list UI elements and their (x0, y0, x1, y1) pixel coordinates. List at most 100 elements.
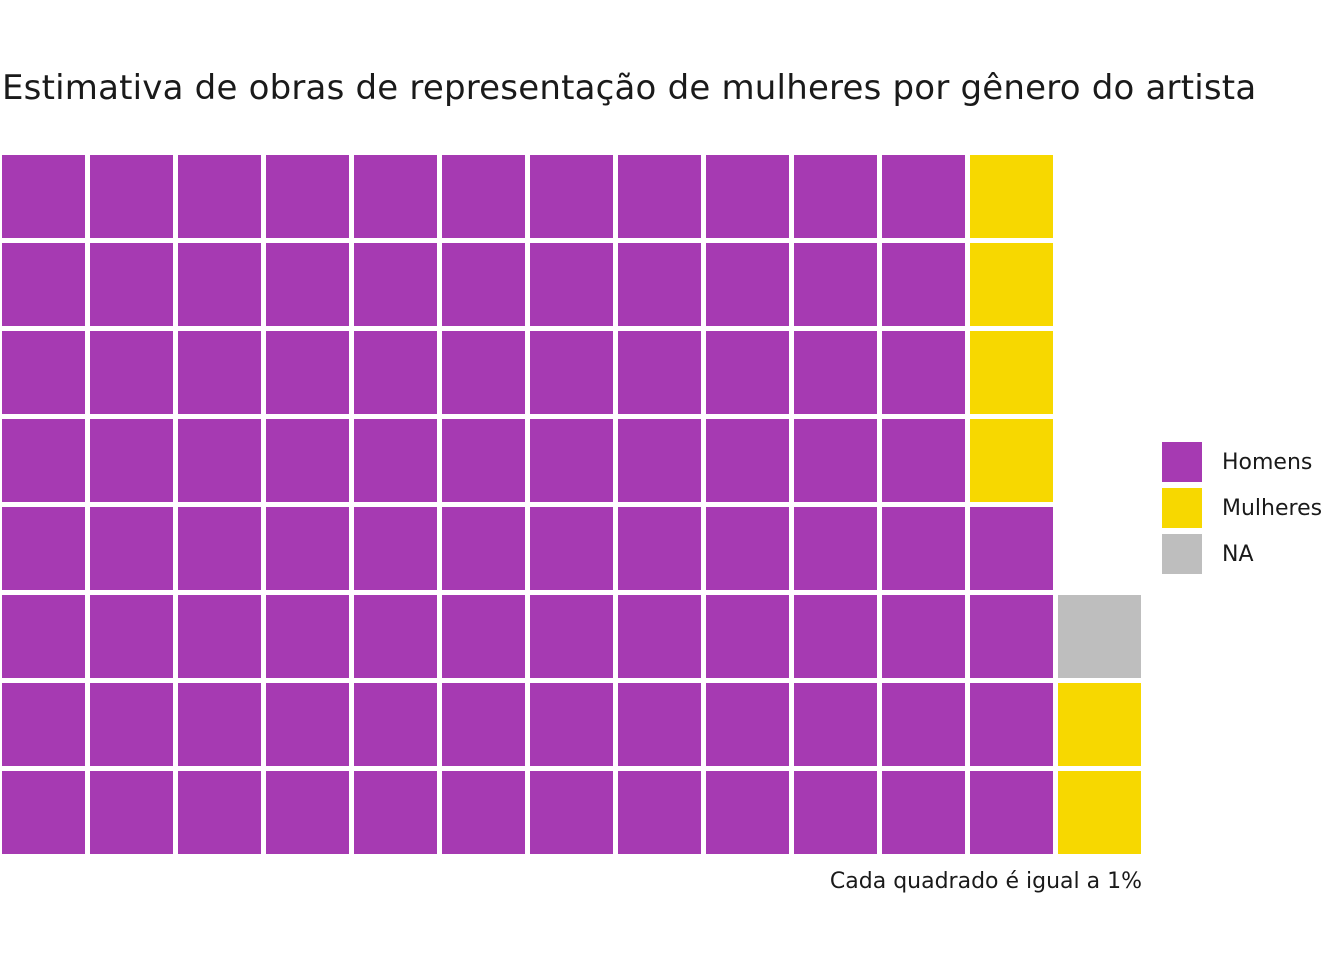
waffle-cell-homens (530, 243, 613, 326)
waffle-cell-homens (354, 243, 437, 326)
waffle-cell-homens (90, 595, 173, 678)
waffle-cell-homens (618, 595, 701, 678)
waffle-cell-homens (442, 771, 525, 854)
waffle-cell-homens (618, 155, 701, 238)
waffle-cell-homens (882, 419, 965, 502)
waffle-cell-homens (530, 595, 613, 678)
waffle-cell-homens (266, 155, 349, 238)
waffle-cell-homens (618, 419, 701, 502)
waffle-cell-homens (618, 331, 701, 414)
waffle-cell-homens (90, 771, 173, 854)
waffle-cell-homens (970, 507, 1053, 590)
waffle-cell-mulheres (970, 243, 1053, 326)
waffle-cell-homens (442, 507, 525, 590)
waffle-cell-homens (442, 155, 525, 238)
waffle-cell-homens (266, 419, 349, 502)
waffle-cell-homens (530, 331, 613, 414)
waffle-cell-homens (354, 507, 437, 590)
waffle-cell-homens (442, 331, 525, 414)
chart-title: Estimativa de obras de representação de … (2, 68, 1257, 108)
legend-item-homens: Homens (1162, 439, 1322, 485)
waffle-cell-homens (178, 507, 261, 590)
waffle-cell-homens (178, 419, 261, 502)
waffle-cell-homens (90, 507, 173, 590)
waffle-cell-homens (618, 507, 701, 590)
waffle-cell-homens (266, 595, 349, 678)
waffle-cell-homens (178, 155, 261, 238)
waffle-cell-homens (882, 507, 965, 590)
waffle-cell-homens (618, 243, 701, 326)
legend-swatch-na (1162, 534, 1202, 574)
waffle-cell-mulheres (1058, 683, 1141, 766)
waffle-cell-homens (970, 683, 1053, 766)
waffle-cell-homens (2, 419, 85, 502)
waffle-cell-homens (266, 771, 349, 854)
waffle-cell-homens (354, 155, 437, 238)
waffle-cell-homens (706, 419, 789, 502)
waffle-cell-homens (2, 595, 85, 678)
waffle-cell-homens (530, 771, 613, 854)
waffle-cell-homens (442, 683, 525, 766)
chart-caption: Cada quadrado é igual a 1% (829, 869, 1142, 894)
waffle-cell-homens (794, 595, 877, 678)
waffle-cell-homens (970, 595, 1053, 678)
waffle-cell-homens (882, 243, 965, 326)
waffle-cell-homens (354, 771, 437, 854)
waffle-cell-homens (266, 243, 349, 326)
legend: Homens Mulheres NA (1162, 439, 1322, 577)
legend-swatch-mulheres (1162, 488, 1202, 528)
waffle-cell-homens (706, 683, 789, 766)
waffle-cell-homens (266, 683, 349, 766)
waffle-cell-homens (90, 683, 173, 766)
waffle-cell-homens (266, 331, 349, 414)
waffle-cell-homens (178, 771, 261, 854)
waffle-cell-mulheres (970, 331, 1053, 414)
waffle-cell-homens (794, 155, 877, 238)
legend-label-homens: Homens (1222, 449, 1313, 475)
legend-item-na: NA (1162, 531, 1322, 577)
waffle-cell-homens (2, 507, 85, 590)
waffle-cell-homens (442, 595, 525, 678)
waffle-cell-homens (530, 507, 613, 590)
waffle-cell-homens (266, 507, 349, 590)
waffle-cell-homens (354, 595, 437, 678)
waffle-cell-homens (794, 507, 877, 590)
waffle-cell-homens (442, 243, 525, 326)
waffle-cell-homens (90, 419, 173, 502)
waffle-cell-homens (354, 683, 437, 766)
waffle-cell-mulheres (1058, 771, 1141, 854)
waffle-cell-homens (706, 771, 789, 854)
waffle-cell-homens (882, 595, 965, 678)
waffle-cell-homens (178, 243, 261, 326)
waffle-cell-homens (794, 331, 877, 414)
legend-label-mulheres: Mulheres (1222, 495, 1323, 521)
waffle-cell-homens (970, 771, 1053, 854)
legend-item-mulheres: Mulheres (1162, 485, 1322, 531)
waffle-cell-homens (706, 155, 789, 238)
waffle-cell-homens (530, 419, 613, 502)
waffle-cell-homens (2, 155, 85, 238)
waffle-cell-mulheres (970, 155, 1053, 238)
waffle-cell-homens (178, 595, 261, 678)
waffle-cell-homens (2, 683, 85, 766)
waffle-cell-homens (90, 243, 173, 326)
waffle-cell-homens (706, 331, 789, 414)
waffle-cell-homens (354, 419, 437, 502)
waffle-cell-homens (794, 683, 877, 766)
waffle-cell-homens (794, 243, 877, 326)
waffle-cell-homens (2, 331, 85, 414)
waffle-cell-homens (2, 771, 85, 854)
waffle-cell-homens (882, 331, 965, 414)
waffle-cell-homens (90, 155, 173, 238)
waffle-cell-homens (90, 331, 173, 414)
waffle-cell-homens (706, 243, 789, 326)
waffle-cell-homens (530, 683, 613, 766)
waffle-cell-homens (882, 155, 965, 238)
waffle-cell-homens (178, 331, 261, 414)
waffle-cell-homens (354, 331, 437, 414)
waffle-cell-homens (794, 419, 877, 502)
waffle-cell-homens (178, 683, 261, 766)
waffle-cell-na (1058, 595, 1141, 678)
legend-label-na: NA (1222, 541, 1254, 567)
